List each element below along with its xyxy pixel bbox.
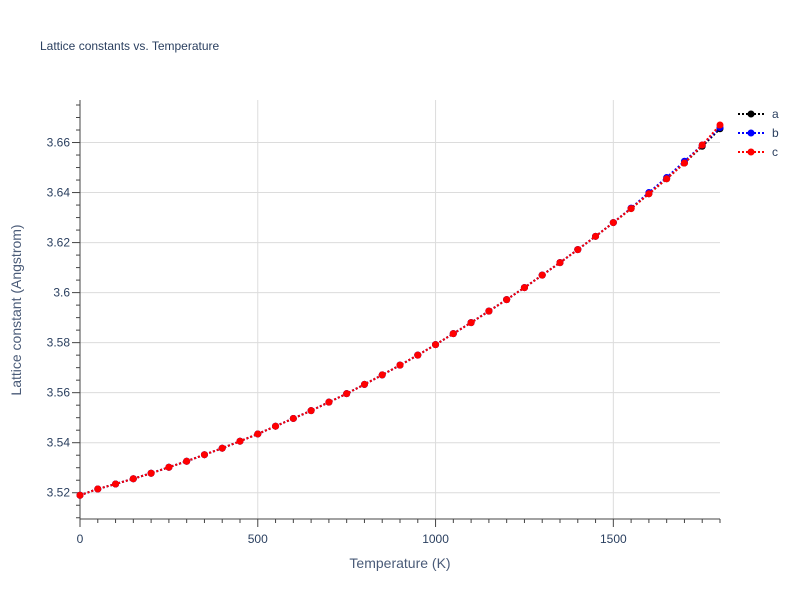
data-point-c [200, 451, 208, 459]
x-tick-label: 1500 [600, 532, 627, 546]
x-axis-title: Temperature (K) [349, 555, 450, 571]
data-point-c [360, 380, 368, 388]
data-point-c [663, 175, 671, 183]
series-c [76, 121, 724, 499]
y-tick-label: 3.66 [47, 136, 71, 150]
data-point-c [218, 444, 226, 452]
data-point-c [289, 414, 297, 422]
data-point-c [396, 361, 404, 369]
x-tick-label: 0 [77, 532, 84, 546]
data-point-c [183, 457, 191, 465]
data-point-c [592, 232, 600, 240]
y-tick-label: 3.62 [47, 236, 71, 250]
y-axis-title: Lattice constant (Angstrom) [8, 224, 24, 395]
y-tick-label: 3.56 [47, 386, 71, 400]
data-point-c [574, 246, 582, 254]
data-point-c [698, 141, 706, 149]
data-point-c [254, 430, 262, 438]
data-point-c [716, 121, 724, 129]
y-tick-label: 3.6 [53, 286, 70, 300]
data-point-c [485, 307, 493, 315]
data-point-c [609, 219, 617, 227]
data-point-c [378, 371, 386, 379]
data-point-c [627, 205, 635, 213]
legend-label: b [772, 126, 779, 140]
legend-swatch-marker [747, 110, 755, 118]
data-point-c [503, 296, 511, 304]
y-tick-label: 3.64 [47, 186, 71, 200]
legend-swatch-marker [747, 148, 755, 156]
data-point-c [272, 422, 280, 430]
data-point-c [432, 341, 440, 349]
grid [80, 100, 720, 519]
data-point-c [645, 190, 653, 198]
data-point-c [76, 491, 84, 499]
data-point-c [520, 284, 528, 292]
data-point-c [556, 259, 564, 267]
y-axis-ticks: 3.52 3.54 3.56 3.58 3.6 3.62 3.64 3.66 [47, 104, 80, 519]
y-tick-label: 3.58 [47, 336, 71, 350]
x-tick-label: 500 [248, 532, 268, 546]
data-point-c [414, 351, 422, 359]
y-tick-label: 3.52 [47, 486, 71, 500]
legend-label: a [772, 107, 779, 121]
legend-item-a[interactable]: a [738, 107, 779, 121]
y-tick-label: 3.54 [47, 436, 71, 450]
data-point-c [449, 330, 457, 338]
data-point-c [680, 159, 688, 167]
data-point-c [112, 480, 120, 488]
data-point-c [467, 319, 475, 327]
legend-item-b[interactable]: b [738, 126, 779, 140]
data-point-c [325, 398, 333, 406]
chart-title: Lattice constants vs. Temperature [40, 39, 220, 53]
series-layer [76, 121, 724, 499]
data-point-c [236, 437, 244, 445]
data-point-c [94, 485, 102, 493]
data-point-c [165, 463, 173, 471]
data-point-c [129, 475, 137, 483]
legend-item-c[interactable]: c [738, 145, 778, 159]
legend-swatch-marker [747, 129, 755, 137]
data-point-c [538, 271, 546, 279]
data-point-c [147, 469, 155, 477]
data-point-c [307, 407, 315, 415]
x-axis-ticks: 0 500 1000 1500 [77, 519, 721, 546]
legend-label: c [772, 145, 778, 159]
data-point-c [343, 390, 351, 398]
legend[interactable]: abc [738, 107, 779, 159]
x-tick-label: 1000 [422, 532, 449, 546]
